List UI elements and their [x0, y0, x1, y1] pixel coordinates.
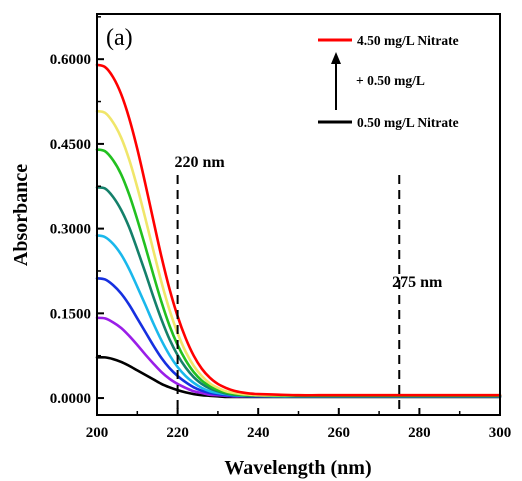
panel-label: (a): [106, 25, 133, 51]
series-line-6: [95, 148, 502, 398]
series-line-1: [95, 355, 502, 399]
legend-bottom-label: 0.50 mg/L Nitrate: [357, 115, 459, 130]
series-layer: [95, 63, 502, 399]
legend-top-label: 4.50 mg/L Nitrate: [357, 33, 459, 48]
plot-frame: [96, 13, 501, 416]
x-tick-label-220: 220: [166, 425, 189, 441]
x-tick-label-260: 260: [328, 425, 351, 441]
x-tick-label-200: 200: [86, 425, 109, 441]
x-axis-title: Wavelength (nm): [224, 457, 371, 479]
marker-label-220: 220 nm: [174, 154, 225, 171]
marker-layer: 220 nm 275 nm: [174, 154, 443, 415]
y-tick-label-2: 0.3000: [50, 222, 91, 238]
series-line-3: [95, 277, 502, 398]
series-line-4: [95, 234, 502, 398]
x-tick-label-300: 300: [489, 425, 512, 441]
y-tick-label-0: 0.0000: [50, 391, 91, 407]
tick-layer: 200 220 240 260 280 300 0.0000 0.1500 0.3000 0.45…: [50, 16, 512, 441]
series-line-8: [95, 63, 502, 397]
legend: 4.50 mg/L Nitrate + 0.50 mg/L 0.50 mg/L …: [318, 33, 459, 130]
marker-label-275: 275 nm: [392, 274, 443, 291]
legend-step-label: + 0.50 mg/L: [356, 73, 425, 88]
y-tick-label-1: 0.1500: [50, 306, 91, 322]
y-tick-label-4: 0.6000: [50, 52, 91, 68]
x-tick-label-240: 240: [247, 425, 270, 441]
legend-arrow-head-icon: [331, 52, 341, 64]
y-axis-title: Absorbance: [10, 164, 32, 266]
x-tick-label-280: 280: [408, 425, 431, 441]
y-tick-label-3: 0.4500: [50, 137, 91, 153]
